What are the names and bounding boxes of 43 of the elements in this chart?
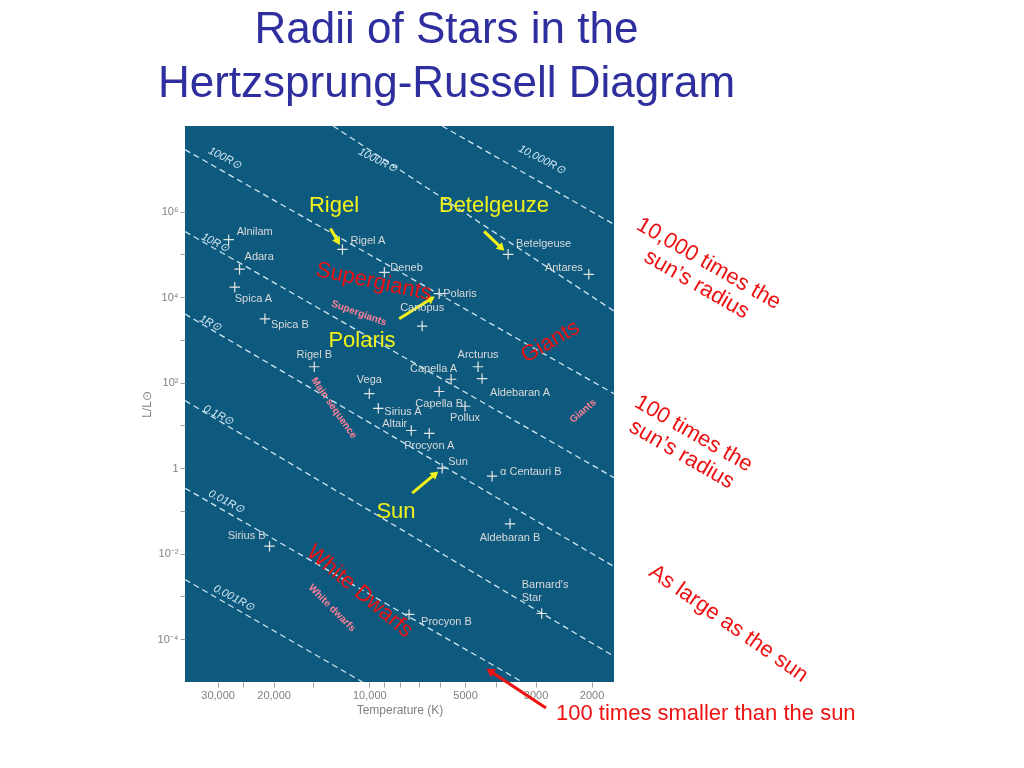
annotation: α Centauri B: [500, 465, 562, 478]
annotation: Betelgeuse: [516, 237, 572, 250]
annotation: Betelgeuze: [438, 192, 550, 217]
annotation: Procyon A: [404, 439, 455, 452]
x-tick-label: 20,000: [257, 688, 291, 701]
y-tick-label: 1: [172, 461, 179, 474]
text: 10R⊙: [199, 229, 233, 255]
y-tick-label: 10²: [162, 376, 179, 389]
annotation: Sun: [376, 498, 416, 523]
y-tick-label: 10⁻⁴: [157, 632, 179, 645]
annotation: Capella A: [410, 362, 458, 375]
annotation: Aldebaran B: [479, 530, 541, 543]
annotation: Aldebaran A: [490, 385, 551, 398]
annotation: Polaris: [443, 286, 478, 299]
annotation: Procyon B: [421, 615, 472, 628]
annotation: Altair: [382, 417, 408, 430]
annotation: Spica A: [234, 292, 273, 305]
text: 100 times smaller than the sun: [556, 700, 856, 725]
annotation: Barnard's Star: [521, 578, 569, 604]
x-tick-label: 30,000: [201, 688, 235, 701]
text: 1R⊙: [197, 311, 225, 334]
x-tick-label: 2000: [579, 688, 605, 701]
annotation: Rigel A: [350, 234, 386, 247]
annotation: Antares: [544, 261, 584, 274]
annotation: Arcturus: [457, 347, 500, 360]
annotation: Spica B: [270, 317, 309, 330]
annotation: Sirius B: [227, 529, 266, 542]
annotation: Capella B: [415, 397, 464, 410]
chart-title: Radii of Stars in the Hertzsprung-Russell Diagram: [157, 3, 736, 106]
annotation: Alnilam: [236, 224, 273, 237]
x-tick-label: 5000: [453, 688, 478, 701]
annotation: Pollux: [450, 411, 481, 424]
y-tick-label: 10⁶: [161, 205, 179, 218]
x-tick-label: 10,000: [353, 688, 387, 701]
annotation: Vega: [356, 372, 383, 385]
x-axis-title: Temperature (K): [356, 702, 444, 717]
annotation: Sun: [448, 455, 468, 468]
y-tick-label: 10⁻²: [158, 547, 179, 560]
annotation: Adara: [244, 250, 275, 263]
annotation: Rigel: [308, 192, 360, 217]
annotation: Rigel B: [296, 347, 333, 360]
y-tick-label: 10⁴: [161, 290, 179, 303]
y-axis-title: L/L⊙: [139, 391, 154, 418]
